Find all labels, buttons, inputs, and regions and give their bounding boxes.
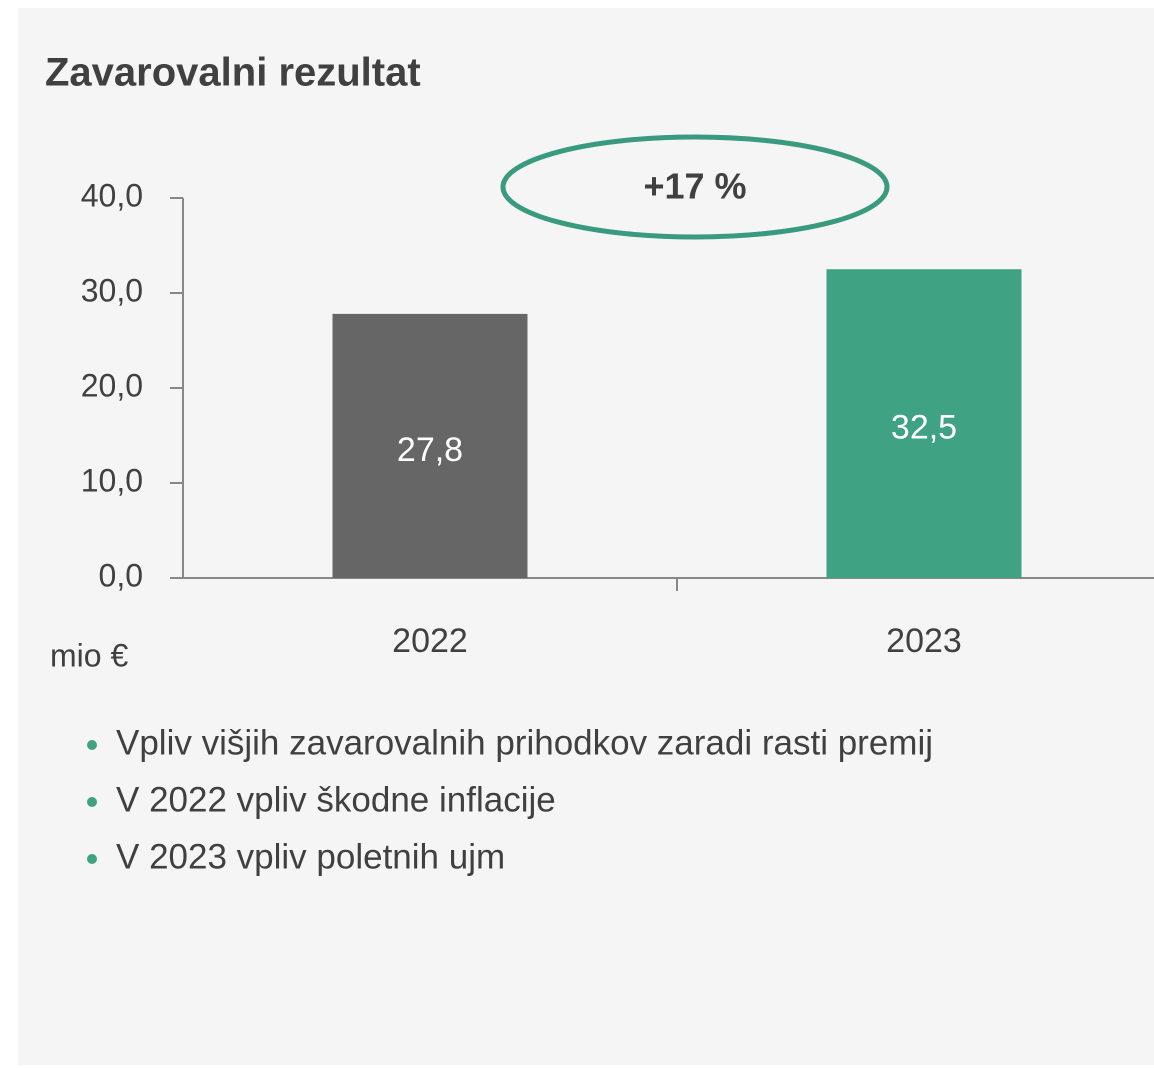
bullet [87,797,97,807]
annotation-ellipse [500,134,890,240]
note: V 2022 vpliv škodne inflacije [116,780,556,819]
y-unit: mio € [50,637,128,673]
y-tick-label: 0,0 [99,557,143,593]
annotation: +17 % [643,166,746,207]
y-tick-label: 20,0 [81,367,143,403]
note: Vpliv višjih zavarovalnih prihodkov zara… [116,723,933,762]
bar [332,313,528,578]
x-tick-label: 2023 [886,622,962,660]
bar [826,269,1022,578]
y-tick-label: 30,0 [81,272,143,308]
bullet [87,854,97,864]
y-tick-label: 40,0 [81,177,143,213]
data-label: 27,8 [397,431,463,469]
data-label: 32,5 [891,409,957,447]
bullet [87,740,97,750]
note: V 2023 vpliv poletnih ujm [116,837,505,876]
chart-title: Zavarovalni rezultat [45,51,421,95]
x-tick-label: 2022 [392,622,468,660]
y-tick-label: 10,0 [81,462,143,498]
